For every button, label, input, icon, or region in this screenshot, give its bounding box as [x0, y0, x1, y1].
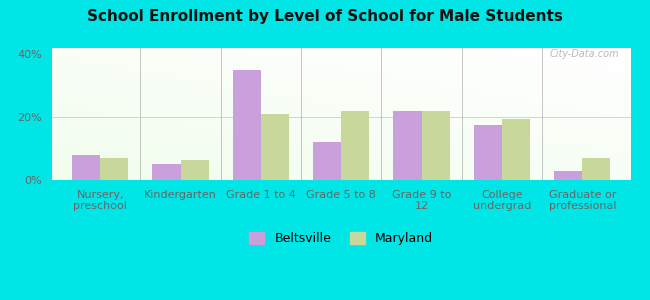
Bar [72, 155, 100, 180]
Bar [313, 142, 341, 180]
Bar [181, 160, 209, 180]
Text: City-Data.com: City-Data.com [549, 49, 619, 59]
Legend: Beltsville, Maryland: Beltsville, Maryland [244, 227, 438, 250]
Bar [261, 114, 289, 180]
Bar [502, 119, 530, 180]
Bar [393, 111, 422, 180]
Text: School Enrollment by Level of School for Male Students: School Enrollment by Level of School for… [87, 9, 563, 24]
Bar [100, 158, 128, 180]
Bar [582, 158, 610, 180]
Bar [153, 164, 181, 180]
Bar [341, 111, 369, 180]
Bar [474, 125, 502, 180]
Bar [233, 70, 261, 180]
Bar [554, 171, 582, 180]
Bar [422, 111, 450, 180]
